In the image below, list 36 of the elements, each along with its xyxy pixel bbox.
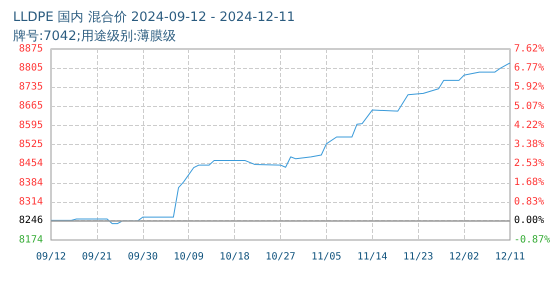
y-tick-label: 8384 xyxy=(18,177,43,188)
y2-tick-label: 1.68% xyxy=(514,177,544,188)
y-tick-label: 8735 xyxy=(18,82,43,93)
y-tick-label: 8875 xyxy=(18,44,43,54)
y2-tick-label: 6.77% xyxy=(514,62,544,74)
y-tick-label: 8174 xyxy=(18,234,43,246)
y2-tick-label: 5.92% xyxy=(514,82,544,93)
x-tick-label: 11/14 xyxy=(357,252,388,262)
x-tick-label: 12/11 xyxy=(494,252,526,262)
y-tick-label: 8246 xyxy=(18,214,43,226)
line-series xyxy=(50,62,510,224)
y-tick-label: 8805 xyxy=(18,62,43,74)
chart-subtitle: 牌号:7042;用途级别:薄膜级 xyxy=(13,29,176,44)
chart-title: LLDPE 国内 混合价 2024-09-12 - 2024-12-11 xyxy=(13,10,296,25)
y-tick-label: 8454 xyxy=(18,158,43,170)
x-tick-label: 10/18 xyxy=(220,252,250,262)
y2-tick-label: 7.62% xyxy=(514,44,544,54)
y2-tick-label: -0.87% xyxy=(514,234,550,246)
x-tick-label: 11/23 xyxy=(403,252,434,262)
x-tick-label: 10/09 xyxy=(174,252,204,262)
x-tick-label: 11/05 xyxy=(311,252,342,262)
x-tick-label: 09/30 xyxy=(128,252,158,262)
y2-tick-label: 0.83% xyxy=(514,196,544,208)
y-tick-label: 8525 xyxy=(18,138,43,150)
x-tick-label: 09/21 xyxy=(82,252,112,262)
y2-tick-label: 4.22% xyxy=(514,120,544,131)
y-tick-label: 8595 xyxy=(18,120,43,131)
y2-tick-label: 0.00% xyxy=(514,214,544,226)
x-tick-label: 10/27 xyxy=(265,252,296,262)
y2-tick-label: 3.38% xyxy=(514,138,544,150)
y2-tick-label: 2.53% xyxy=(514,158,544,170)
x-tick-label: 12/02 xyxy=(449,252,480,262)
y-tick-label: 8314 xyxy=(18,196,43,208)
x-tick-label: 09/12 xyxy=(36,252,66,262)
y2-tick-label: 5.07% xyxy=(514,100,544,112)
y-tick-label: 8665 xyxy=(18,100,43,112)
